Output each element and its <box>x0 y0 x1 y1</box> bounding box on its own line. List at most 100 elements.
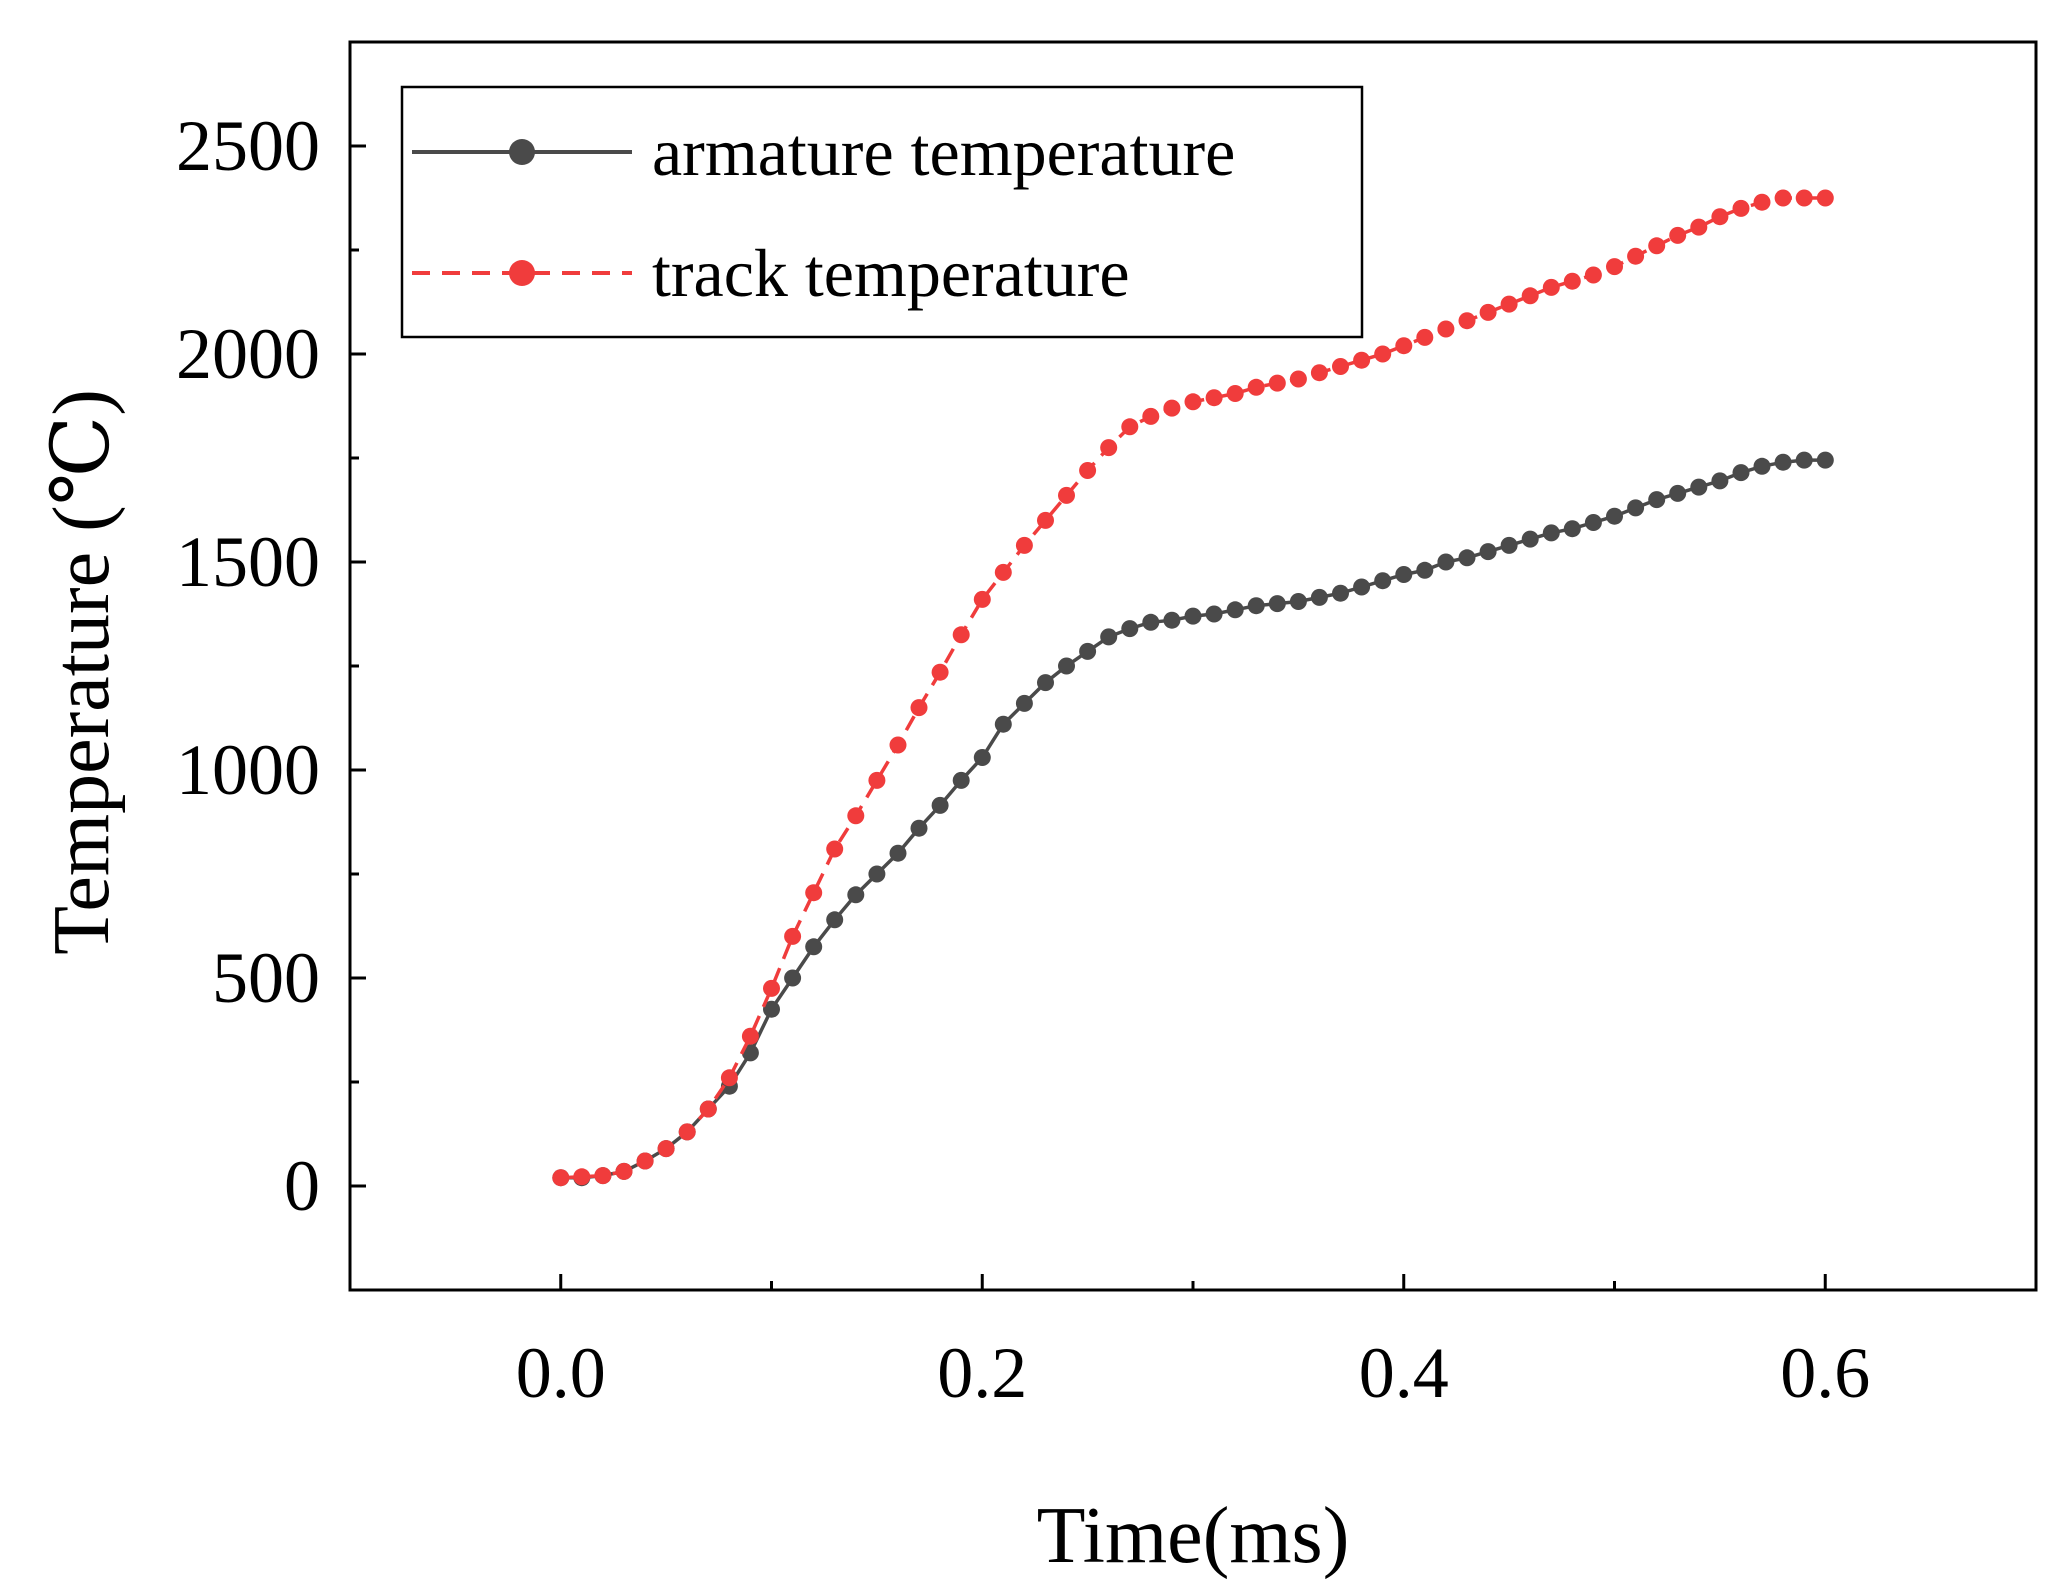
track-point <box>1289 370 1307 388</box>
track-point <box>847 807 865 825</box>
armature-point <box>1711 472 1729 490</box>
track-point <box>1437 320 1455 338</box>
track-point <box>889 736 907 754</box>
legend: armature temperature track temperature <box>400 85 1364 339</box>
armature-point <box>1500 536 1518 554</box>
track-point <box>678 1123 696 1141</box>
track-point <box>1416 328 1434 346</box>
track-point <box>784 927 802 945</box>
track-point <box>1627 247 1645 265</box>
track-point <box>1332 358 1349 375</box>
track-point <box>910 699 928 717</box>
legend-track-marker <box>509 260 535 286</box>
armature-point <box>1310 588 1328 606</box>
track-point <box>1079 462 1097 479</box>
armature-point <box>805 938 823 956</box>
track-point <box>1500 295 1518 313</box>
track-point <box>1226 385 1244 402</box>
armature-point <box>1142 613 1160 631</box>
track-point <box>763 979 780 997</box>
track-point <box>1037 511 1054 529</box>
armature-point <box>1058 657 1075 675</box>
track-point <box>994 563 1012 581</box>
track-point <box>1247 378 1265 396</box>
track-point <box>1669 226 1687 244</box>
track-point <box>1184 393 1202 411</box>
armature-point <box>1669 484 1687 502</box>
track-point <box>1100 439 1118 457</box>
y-tick-label: 1500 <box>176 522 320 602</box>
track-point <box>1732 199 1750 217</box>
armature-point <box>1479 543 1497 561</box>
armature-point <box>994 715 1012 733</box>
armature-point <box>1416 561 1434 579</box>
armature-point <box>1753 457 1771 475</box>
armature-point <box>1795 451 1813 469</box>
track-point <box>1458 312 1476 330</box>
track-point <box>1606 258 1623 276</box>
armature-point <box>1732 464 1750 482</box>
track-point <box>1121 418 1139 436</box>
armature-point <box>1205 605 1223 623</box>
y-tick-label: 2500 <box>176 106 320 186</box>
track-point <box>1310 364 1328 382</box>
y-axis-title: Temperature (℃) <box>38 389 126 955</box>
track-point <box>1795 189 1813 207</box>
track-point <box>1753 193 1771 211</box>
track-point <box>1774 189 1792 207</box>
track-point <box>1542 278 1560 296</box>
armature-point <box>931 796 949 814</box>
x-tick-label: 0.0 <box>516 1333 606 1413</box>
y-tick-label: 500 <box>212 938 320 1018</box>
armature-point <box>1563 520 1581 538</box>
y-tick-label: 2000 <box>176 314 320 394</box>
armature-point <box>847 886 865 904</box>
armature-point <box>1100 628 1118 646</box>
track-point <box>1058 486 1075 504</box>
series-line-armature <box>560 458 1826 1180</box>
armature-point <box>910 819 928 837</box>
armature-point <box>1648 491 1666 509</box>
track-point <box>1563 272 1581 290</box>
track-point <box>1584 266 1602 284</box>
track-point <box>1479 303 1497 321</box>
x-tick-label: 0.4 <box>1359 1333 1449 1413</box>
track-point <box>952 626 970 644</box>
armature-point <box>826 911 844 929</box>
x-axis-title: Time(ms) <box>1037 1492 1350 1580</box>
armature-point <box>889 844 907 862</box>
armature-point <box>1226 601 1244 619</box>
y-tick-label: 0 <box>284 1146 320 1226</box>
track-point <box>1395 337 1413 355</box>
track-point <box>1142 407 1160 425</box>
y-tick-label: 1000 <box>176 730 320 810</box>
armature-point <box>1289 593 1307 610</box>
armature-point <box>1437 553 1455 571</box>
armature-point <box>1774 453 1792 471</box>
armature-point <box>1268 595 1286 613</box>
track-point <box>1374 345 1392 363</box>
x-tick-label: 0.6 <box>1780 1333 1870 1413</box>
armature-point <box>1690 478 1708 496</box>
series-layer <box>552 189 1834 1187</box>
track-point <box>1648 237 1666 255</box>
armature-point <box>1015 694 1033 712</box>
track-point <box>594 1167 612 1185</box>
armature-point <box>1542 524 1560 542</box>
track-point <box>1816 189 1834 207</box>
track-point <box>615 1162 633 1180</box>
armature-point <box>973 749 991 766</box>
armature-point <box>1332 584 1349 602</box>
track-point <box>699 1100 717 1118</box>
legend-box <box>400 85 1364 339</box>
armature-point <box>741 1044 759 1062</box>
track-point <box>973 590 991 608</box>
track-point <box>1268 374 1286 392</box>
armature-point <box>1121 620 1139 638</box>
track-point <box>552 1169 570 1187</box>
x-axis: 0.0 0.2 0.4 0.6 <box>516 1274 1870 1413</box>
legend-armature-label: armature temperature <box>652 114 1235 190</box>
track-point <box>1690 218 1708 236</box>
armature-point <box>1458 549 1476 567</box>
